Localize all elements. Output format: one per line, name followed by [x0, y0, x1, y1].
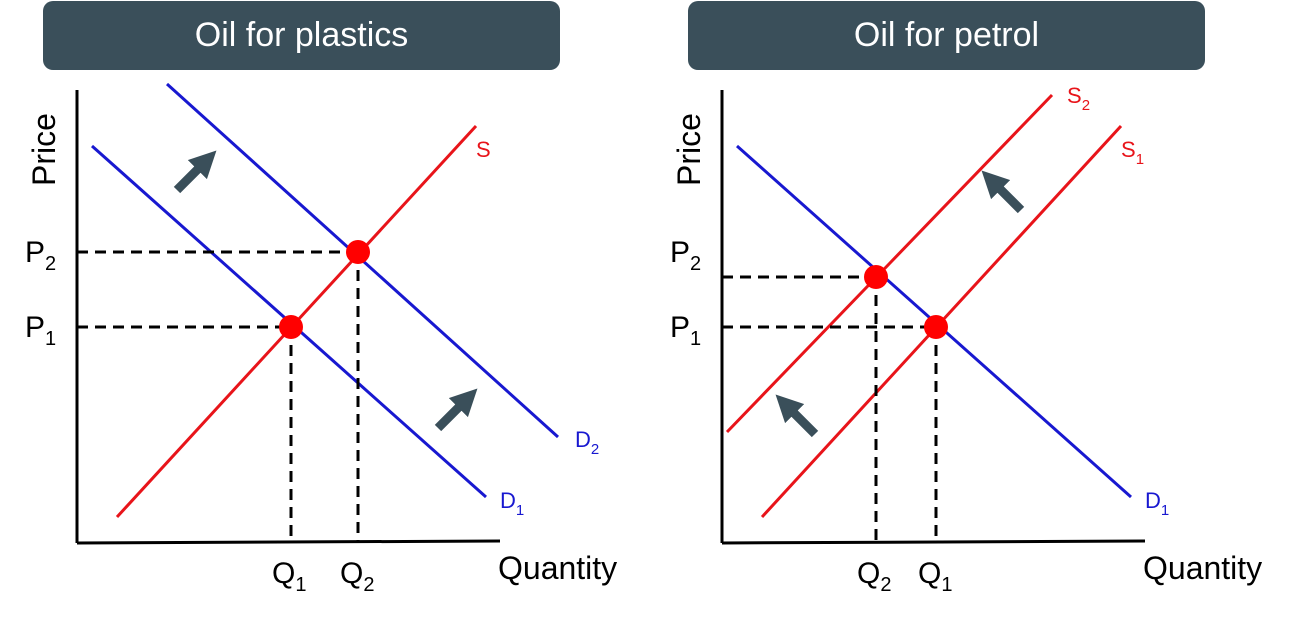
left-q2-label: Q2 [340, 557, 374, 596]
left-p1-label: P1 [25, 311, 56, 350]
left-q2-sub: 2 [363, 574, 374, 596]
right-supply-s2-line [725, 93, 1054, 434]
right-p1-main: P [670, 311, 690, 344]
right-s1-label: S1 [1121, 137, 1144, 168]
right-p2-main: P [670, 236, 690, 269]
right-s2-label: S2 [1067, 83, 1090, 114]
right-s2-main: S [1067, 83, 1082, 108]
left-p2-sub: 2 [45, 253, 56, 275]
right-equilibrium-point-2 [864, 265, 888, 289]
right-d1-sub: 1 [1161, 502, 1169, 519]
left-q1-sub: 1 [295, 574, 306, 596]
right-q2-label: Q2 [857, 557, 891, 596]
arrow-up-left-icon [775, 394, 819, 438]
left-panel-title: Oil for plastics [43, 1, 560, 70]
right-p2-sub: 2 [690, 253, 701, 275]
left-d2-main: D [575, 427, 591, 452]
left-p2-main: P [25, 236, 45, 269]
right-q2-main: Q [857, 557, 880, 590]
left-d1-label: D1 [500, 488, 524, 519]
right-s1-sub: 1 [1136, 151, 1144, 168]
right-equilibrium-point-1 [924, 315, 948, 339]
left-supply-label: S [476, 137, 491, 162]
left-x-axis [76, 539, 501, 545]
left-d2-label: D2 [575, 427, 599, 458]
left-d1-sub: 1 [516, 502, 524, 519]
arrow-up-right-icon [434, 388, 478, 432]
left-panel: Price Quantity P2 P1 Q1 Q2 S D2 [25, 82, 617, 596]
right-s1-main: S [1121, 137, 1136, 162]
left-y-axis-label: Price [26, 113, 62, 186]
right-q1-main: Q [918, 557, 941, 590]
arrow-up-left-icon [981, 170, 1025, 214]
right-y-axis-label: Price [671, 113, 707, 186]
right-panel-title: Oil for petrol [688, 1, 1205, 70]
right-d1-main: D [1145, 488, 1161, 513]
left-p1-main: P [25, 311, 45, 344]
right-x-axis-label: Quantity [1143, 550, 1262, 586]
left-d2-sub: 2 [591, 441, 599, 458]
left-d1-main: D [500, 488, 516, 513]
left-panel-title-text: Oil for plastics [194, 16, 409, 54]
right-p1-label: P1 [670, 311, 701, 350]
right-q1-sub: 1 [941, 574, 952, 596]
right-x-axis [721, 539, 1146, 545]
left-q2-main: Q [340, 557, 363, 590]
left-x-axis-label: Quantity [498, 550, 617, 586]
right-p1-sub: 1 [690, 328, 701, 350]
left-equilibrium-point-2 [346, 240, 370, 264]
right-q2-sub: 2 [880, 574, 891, 596]
right-d1-label: D1 [1145, 488, 1169, 519]
right-panel-title-text: Oil for petrol [853, 16, 1040, 54]
right-s2-sub: 2 [1082, 97, 1090, 114]
right-p2-label: P2 [670, 236, 701, 275]
left-q1-label: Q1 [272, 557, 306, 596]
right-q1-label: Q1 [918, 557, 952, 596]
left-p1-sub: 1 [45, 328, 56, 350]
left-q1-main: Q [272, 557, 295, 590]
arrow-up-right-icon [173, 150, 217, 194]
right-panel: Price Quantity P2 P1 Q2 Q1 S2 [670, 83, 1262, 596]
left-p2-label: P2 [25, 236, 56, 275]
left-equilibrium-point-1 [279, 315, 303, 339]
